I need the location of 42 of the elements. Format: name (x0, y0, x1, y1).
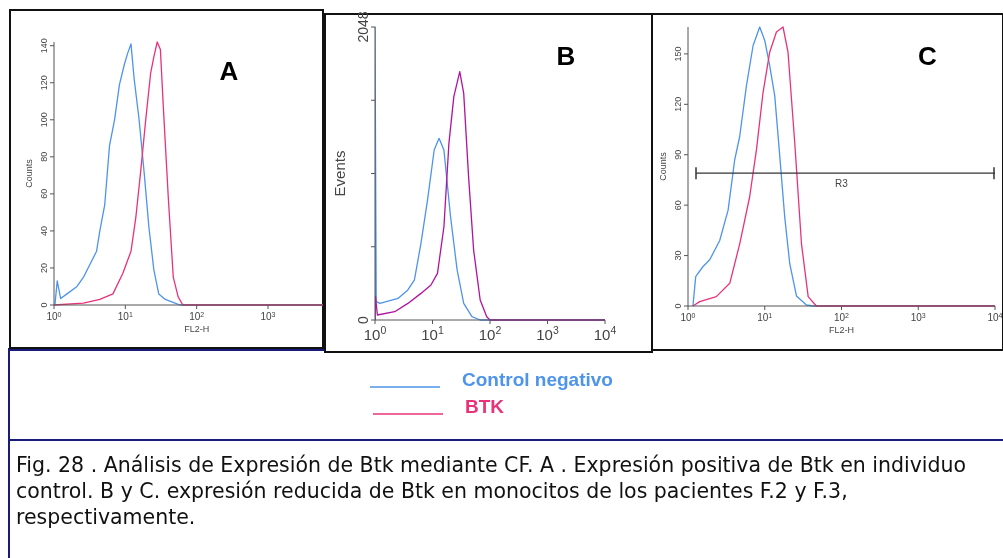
y-tick-label: 120 (39, 75, 49, 91)
x-tick-label: 10$^{2}$ (189, 310, 205, 322)
y-tick-label: 40 (39, 225, 49, 236)
x-tick-label: 10$^{2}$ (478, 324, 502, 343)
y-tick-label: 20 (39, 262, 49, 273)
x-tick-label: 10$^{1}$ (757, 311, 773, 323)
x-tick-label: 10$^{1}$ (421, 324, 444, 343)
y-tick-label: 60 (39, 188, 49, 199)
y-axis-title: Counts (24, 158, 34, 188)
y-tick-label: 140 (39, 38, 49, 54)
y-tick-label: 80 (39, 151, 49, 162)
y-tick-label: 60 (673, 200, 683, 211)
x-tick-label: 10$^{3}$ (910, 311, 926, 323)
y-axis-title: Counts (658, 151, 668, 181)
x-axis-title: FL2-H (184, 324, 210, 334)
y-tick-label: 0 (673, 303, 683, 309)
y-tick-label: 120 (673, 96, 683, 112)
x-axis-title: FL2-H (828, 325, 855, 335)
x-tick-label: 10$^{4}$ (987, 311, 1003, 323)
x-tick-label: 10$^{4}$ (593, 324, 617, 343)
text: C (918, 41, 938, 71)
caption: Fig. 28 . Análisis de Expresión de Btk mediante CF. A . Expresión positiva de Btk en individuo control. B y C. expresión reducida de Btk en monocitos de los pacientes F.2 y F.3, respectivamente. (16, 452, 968, 530)
x-tick-label: 10$^{0}$ (363, 324, 387, 343)
y-axis-title: Events (331, 150, 348, 197)
legend-label: Control negativo (462, 369, 613, 390)
y-tick-label: 30 (673, 250, 683, 261)
x-tick-label: 10$^{2}$ (833, 311, 850, 323)
y-tick-label: 150 (673, 46, 683, 62)
y-tick-label: 100 (39, 112, 49, 128)
y-tick-label: 2048 (355, 11, 371, 43)
legend-label: BTK (465, 396, 505, 417)
x-tick-label: 10$^{3}$ (536, 324, 559, 343)
ref-line-label: R3 (835, 178, 849, 190)
y-tick-label: 0 (39, 302, 49, 308)
x-tick-label: 10$^{1}$ (117, 310, 133, 322)
x-tick-label: 10$^{3}$ (260, 310, 276, 322)
y-tick-label: 90 (673, 149, 683, 160)
x-tick-label: 10$^{0}$ (680, 311, 696, 323)
x-tick-label: 10$^{0}$ (46, 310, 62, 322)
y-tick-label: 0 (355, 315, 371, 324)
text: A (219, 56, 239, 86)
text: B (556, 41, 576, 71)
